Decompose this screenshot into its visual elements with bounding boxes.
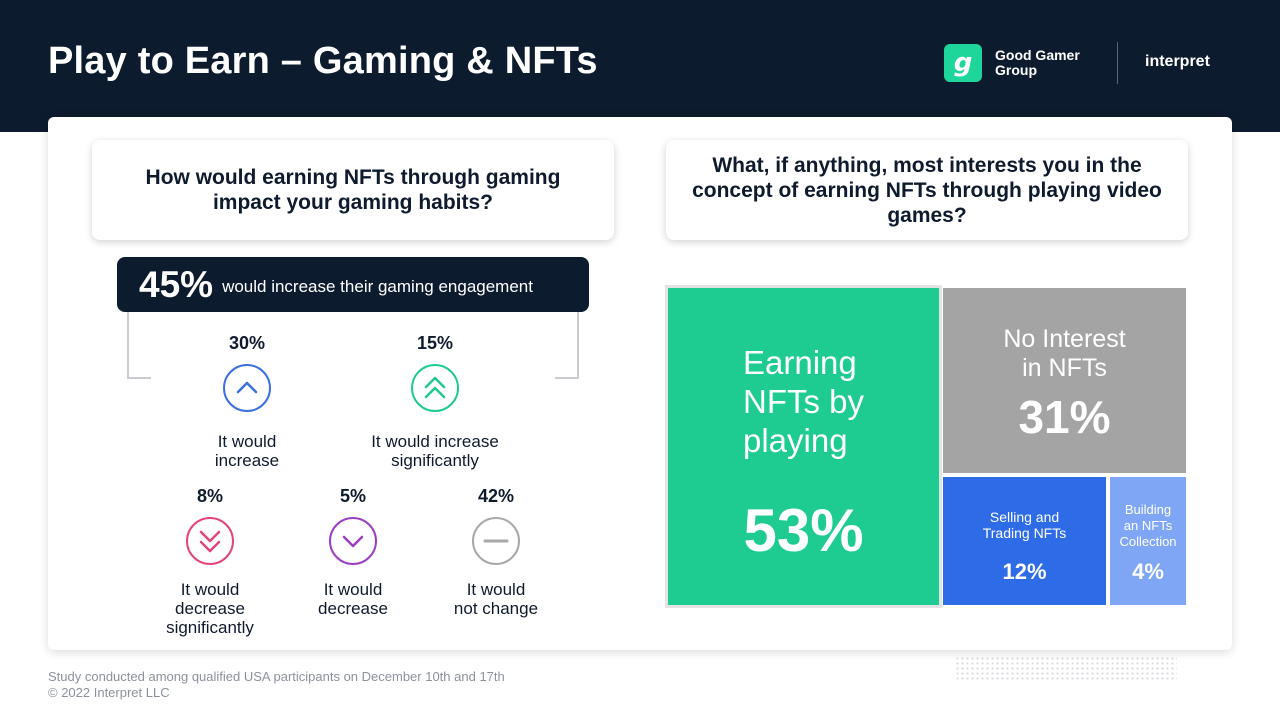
tile-percent: 12% — [1002, 559, 1047, 584]
tile-label: Earning NFTs by playing — [743, 343, 864, 460]
tile-label: No Interest in NFTs — [943, 325, 1186, 383]
minus-icon — [471, 516, 521, 566]
tile-label: Building an NFTs Collection — [1110, 502, 1186, 550]
stat-label-line: not change — [453, 599, 539, 618]
tile-label-line: Earning — [743, 344, 857, 381]
page-title: Play to Earn – Gaming & NFTs — [48, 40, 598, 82]
tile-label-line: No Interest — [1003, 325, 1126, 353]
footer-study-note: Study conducted among qualified USA part… — [48, 669, 505, 684]
bracket-left — [127, 312, 151, 379]
good-gamer-logo-icon: g — [944, 44, 982, 82]
interpret-logo: interpret — [1145, 53, 1210, 70]
summary-banner: 45% would increase their gaming engageme… — [117, 257, 589, 312]
tile-percent: 31% — [1018, 391, 1111, 443]
stat-label: It would increase — [167, 432, 327, 470]
stat-label-line: significantly — [166, 618, 254, 637]
stat-decrease-significantly: 8% It would decrease significantly — [130, 486, 290, 637]
brand-lockup: g Good Gamer Group — [944, 44, 1105, 82]
double-chevron-down-icon — [185, 516, 235, 566]
stat-label: It would not change — [416, 580, 576, 618]
stat-label: It would increase significantly — [355, 432, 515, 470]
stat-label-line: decrease — [318, 599, 388, 618]
stat-label-line: It would — [323, 580, 383, 599]
tile-label-line: in NFTs — [1022, 354, 1107, 382]
treemap-tile-building-collection: Building an NFTs Collection 4% — [1110, 477, 1186, 605]
stat-percent: 15% — [416, 333, 454, 353]
tile-label-line: Selling and — [989, 509, 1060, 525]
stat-label-line: It would — [180, 580, 240, 599]
stat-not-change: 42% It would not change — [416, 486, 576, 618]
left-question: How would earning NFTs through gaming im… — [92, 140, 614, 240]
stat-label-line: It would — [466, 580, 526, 599]
footer-copyright: © 2022 Interpret LLC — [48, 685, 170, 700]
stat-increase: 30% It would increase — [167, 333, 327, 470]
stat-label-line: It would — [217, 432, 277, 451]
chevron-up-icon — [222, 363, 272, 413]
dot-pattern-decoration — [955, 656, 1177, 682]
summary-text: would increase their gaming engagement — [222, 276, 533, 296]
summary-percent: 45% — [139, 263, 214, 305]
brand-name-line1: Good Gamer — [995, 47, 1080, 63]
tile-label-line: NFTs by — [743, 383, 865, 420]
tile-label-line: Building — [1124, 502, 1172, 517]
stat-percent: 30% — [228, 333, 266, 353]
brand-name: Good Gamer Group — [995, 48, 1105, 78]
stat-label-line: It would increase — [371, 432, 499, 451]
tile-label-line: Collection — [1119, 534, 1177, 549]
tile-percent: 4% — [1132, 559, 1164, 584]
stat-label-line: increase — [214, 451, 280, 470]
tile-label-line: an NFTs — [1123, 518, 1173, 533]
right-question: What, if anything, most interests you in… — [666, 140, 1188, 240]
stat-percent: 5% — [339, 486, 366, 506]
footer-note: Study conducted among qualified USA part… — [48, 669, 505, 701]
stat-increase-significantly: 15% It would increase significantly — [355, 333, 515, 470]
header-bar: Play to Earn – Gaming & NFTs g Good Game… — [0, 0, 1280, 132]
treemap-tile-no-interest: No Interest in NFTs 31% — [943, 288, 1186, 473]
chevron-down-icon — [328, 516, 378, 566]
treemap-tile-earning-nfts: Earning NFTs by playing 53% — [665, 285, 942, 608]
brand-divider — [1117, 42, 1118, 84]
stat-percent: 42% — [477, 486, 515, 506]
tile-percent: 53% — [743, 497, 864, 564]
double-chevron-up-icon — [410, 363, 460, 413]
bracket-right — [555, 312, 579, 379]
stat-label-line: decrease — [175, 599, 245, 618]
brand-name-line2: Group — [995, 62, 1037, 78]
tile-label-line: Trading NFTs — [982, 525, 1067, 541]
stat-decrease: 5% It would decrease — [273, 486, 433, 618]
stat-label: It would decrease significantly — [130, 580, 290, 637]
stat-label: It would decrease — [273, 580, 433, 618]
stat-percent: 8% — [196, 486, 223, 506]
tile-label-line: playing — [743, 422, 848, 459]
stat-label-line: significantly — [391, 451, 479, 470]
treemap-tile-selling-trading: Selling and Trading NFTs 12% — [943, 477, 1106, 605]
tile-label: Selling and Trading NFTs — [943, 509, 1106, 541]
